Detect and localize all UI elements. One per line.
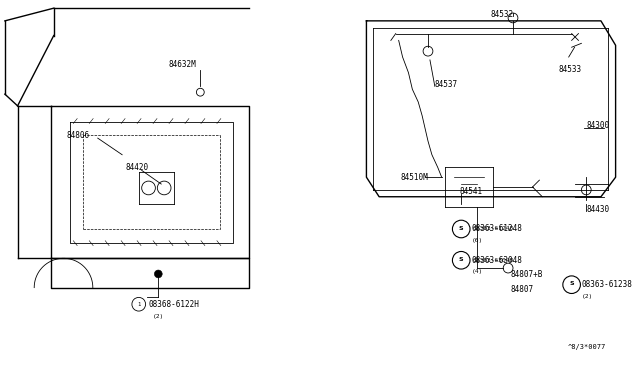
Text: S: S [459, 257, 463, 262]
Circle shape [154, 270, 162, 278]
Text: 84807: 84807 [510, 285, 533, 294]
Text: (2): (2) [581, 294, 593, 299]
Text: 84632M: 84632M [168, 60, 196, 69]
Text: 08363-61248: 08363-61248 [473, 227, 514, 231]
Text: 84533: 84533 [559, 65, 582, 74]
Text: 84806: 84806 [67, 131, 90, 140]
Text: (2): (2) [153, 314, 164, 320]
Text: 84300: 84300 [586, 121, 609, 130]
Text: 08363-61238: 08363-61238 [581, 280, 632, 289]
Text: ^8/3*0077: ^8/3*0077 [568, 344, 606, 350]
Text: 84541: 84541 [460, 187, 483, 196]
Text: (4): (4) [472, 269, 483, 275]
Text: S: S [459, 225, 463, 231]
Text: 08363-63048: 08363-63048 [472, 256, 523, 265]
Text: 84430: 84430 [586, 205, 609, 214]
Text: S: S [570, 281, 574, 286]
Text: 84537: 84537 [435, 80, 458, 89]
Text: 84807+B: 84807+B [510, 270, 543, 279]
Text: 1: 1 [137, 302, 140, 307]
Text: 84532: 84532 [490, 10, 514, 19]
Text: 84510M: 84510M [401, 173, 428, 182]
Text: (6): (6) [472, 238, 483, 243]
Text: 08363-61248: 08363-61248 [472, 224, 523, 234]
Text: 84420: 84420 [125, 163, 148, 172]
Text: 08363-63048: 08363-63048 [473, 258, 514, 263]
Text: 08368-6122H: 08368-6122H [148, 300, 200, 309]
